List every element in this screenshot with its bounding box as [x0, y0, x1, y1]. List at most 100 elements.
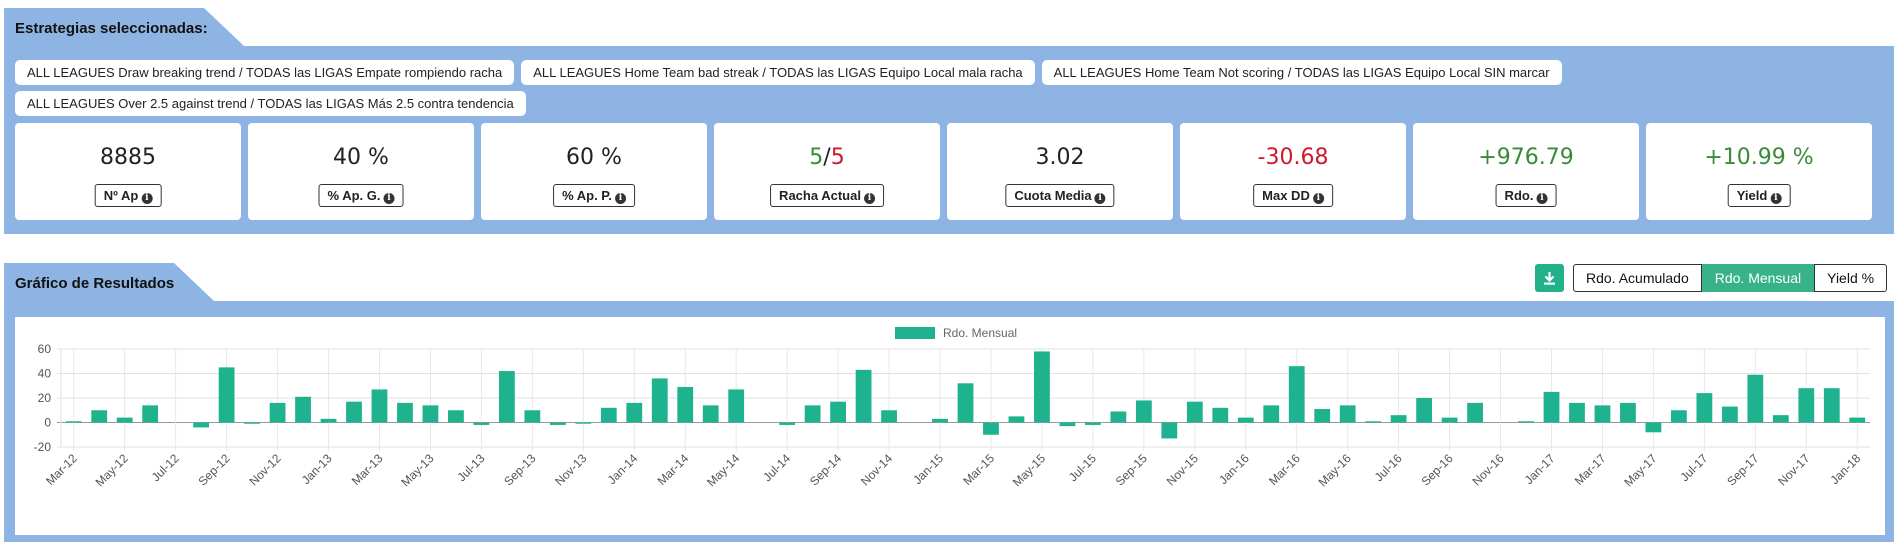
bar-Jan-13[interactable]	[320, 418, 337, 423]
download-button[interactable]	[1535, 264, 1564, 292]
bar-Nov-15[interactable]	[1186, 401, 1203, 423]
bar-Mar-12[interactable]	[65, 421, 82, 423]
bar-Oct-12[interactable]	[244, 422, 260, 424]
bar-Jan-16[interactable]	[1237, 417, 1254, 423]
bar-Sep-13[interactable]	[524, 410, 541, 423]
bar-Mar-17[interactable]	[1594, 405, 1611, 423]
bar-Oct-15[interactable]	[1161, 422, 1178, 439]
cuota-label[interactable]: Cuota Media i	[1005, 184, 1115, 207]
bar-May-13[interactable]	[422, 405, 439, 423]
bar-Oct-17[interactable]	[1772, 415, 1789, 423]
bar-Apr-17[interactable]	[1620, 402, 1636, 423]
info-icon[interactable]: i	[1094, 193, 1106, 204]
bar-Apr-14[interactable]	[702, 405, 719, 423]
bar-Aug-16[interactable]	[1416, 398, 1433, 423]
bar-May-16[interactable]	[1339, 405, 1356, 423]
legend-label[interactable]: Rdo. Mensual	[943, 326, 1017, 340]
bar-Mar-15[interactable]	[983, 422, 999, 435]
bar-Dec-12[interactable]	[295, 396, 311, 423]
bar-Feb-13[interactable]	[346, 401, 362, 423]
bar-Sep-16[interactable]	[1441, 417, 1458, 423]
legend-swatch[interactable]	[895, 327, 935, 339]
bar-Jul-14[interactable]	[779, 422, 796, 425]
bar-Jul-16[interactable]	[1390, 415, 1407, 423]
bar-Feb-14[interactable]	[651, 378, 668, 423]
stat-card-maxdd: -30.68 Max DD i	[1180, 123, 1406, 220]
bar-Sep-12[interactable]	[218, 367, 235, 423]
info-icon[interactable]: i	[141, 193, 153, 204]
x-tick-label: Nov-13	[552, 451, 589, 488]
info-icon[interactable]: i	[383, 193, 395, 204]
rdo-mensual-button[interactable]: Rdo. Mensual	[1701, 264, 1815, 292]
bar-May-17[interactable]	[1645, 422, 1662, 433]
bar-Sep-15[interactable]	[1135, 400, 1152, 423]
ap-p-label[interactable]: % Ap. P. i	[553, 184, 635, 207]
bar-Apr-15[interactable]	[1008, 416, 1025, 423]
info-icon[interactable]: i	[1770, 193, 1782, 204]
maxdd-label[interactable]: Max DD i	[1253, 184, 1333, 207]
bar-Jun-16[interactable]	[1365, 421, 1382, 423]
bar-Dec-13[interactable]	[600, 407, 617, 423]
bar-May-15[interactable]	[1034, 351, 1050, 423]
bar-Mar-14[interactable]	[677, 386, 694, 423]
x-tick-label: Sep-16	[1418, 451, 1455, 488]
bar-Nov-14[interactable]	[881, 410, 897, 423]
strategy-chip[interactable]: ALL LEAGUES Draw breaking trend / TODAS …	[15, 60, 515, 85]
bar-Aug-15[interactable]	[1110, 411, 1127, 423]
bar-Feb-16[interactable]	[1263, 405, 1280, 423]
info-icon[interactable]: i	[614, 193, 626, 204]
ap-g-label[interactable]: % Ap. G. i	[318, 184, 404, 207]
bar-Feb-15[interactable]	[957, 383, 974, 423]
bar-Nov-13[interactable]	[575, 422, 592, 424]
bar-May-14[interactable]	[728, 389, 745, 423]
info-icon[interactable]: i	[1312, 193, 1324, 204]
bar-Sep-14[interactable]	[830, 401, 847, 423]
bar-Jul-15[interactable]	[1084, 422, 1101, 425]
bar-Dec-17[interactable]	[1823, 388, 1840, 423]
bar-Aug-13[interactable]	[498, 371, 515, 423]
rdo-label[interactable]: Rdo. i	[1495, 184, 1557, 207]
bar-Apr-12[interactable]	[91, 410, 108, 423]
bar-Sep-17[interactable]	[1747, 374, 1764, 423]
strategy-chip[interactable]: ALL LEAGUES Over 2.5 against trend / TOD…	[15, 91, 526, 116]
x-tick-label: Mar-17	[1572, 451, 1609, 488]
bar-Mar-16[interactable]	[1288, 366, 1305, 423]
info-icon[interactable]: i	[1536, 193, 1548, 204]
n-ap-label[interactable]: Nº Ap i	[94, 184, 162, 207]
bar-Jan-17[interactable]	[1543, 391, 1560, 423]
bar-Nov-17[interactable]	[1798, 388, 1815, 423]
ap-g-label-text: % Ap. G.	[327, 188, 381, 203]
bar-Oct-16[interactable]	[1467, 402, 1483, 423]
bar-Feb-17[interactable]	[1569, 402, 1585, 423]
bar-Aug-17[interactable]	[1721, 406, 1738, 423]
bar-Jan-14[interactable]	[626, 402, 643, 423]
bar-Jul-17[interactable]	[1696, 393, 1713, 423]
rdo-acumulado-button[interactable]: Rdo. Acumulado	[1573, 264, 1702, 292]
yield-label[interactable]: Yield i	[1727, 184, 1791, 207]
racha-label[interactable]: Racha Actual i	[770, 184, 884, 207]
bar-Jun-17[interactable]	[1671, 410, 1687, 423]
bar-Jul-13[interactable]	[473, 422, 490, 425]
bar-Dec-15[interactable]	[1212, 407, 1229, 423]
bar-Apr-13[interactable]	[397, 402, 413, 423]
bar-Jun-15[interactable]	[1059, 422, 1076, 427]
strategy-chip[interactable]: ALL LEAGUES Home Team bad streak / TODAS…	[521, 60, 1035, 85]
bar-Dec-16[interactable]	[1518, 421, 1534, 423]
yield-percent-button[interactable]: Yield %	[1814, 264, 1888, 292]
bar-May-12[interactable]	[116, 417, 133, 423]
bar-Jan-15[interactable]	[932, 418, 948, 423]
bar-Oct-13[interactable]	[549, 422, 566, 425]
bar-Jun-12[interactable]	[142, 405, 159, 423]
y-tick-label: 20	[38, 391, 52, 405]
bar-Mar-13[interactable]	[371, 389, 388, 423]
bar-Oct-14[interactable]	[855, 369, 872, 423]
strategy-chip[interactable]: ALL LEAGUES Home Team Not scoring / TODA…	[1041, 60, 1562, 85]
info-icon[interactable]: i	[863, 193, 875, 204]
bar-Aug-12[interactable]	[193, 422, 210, 428]
stat-card-cuota: 3.02 Cuota Media i	[947, 123, 1173, 220]
bar-Jan-18[interactable]	[1849, 417, 1866, 423]
bar-Jun-13[interactable]	[448, 410, 464, 423]
bar-Aug-14[interactable]	[804, 405, 821, 423]
bar-Apr-16[interactable]	[1314, 409, 1331, 423]
bar-Nov-12[interactable]	[269, 402, 286, 423]
